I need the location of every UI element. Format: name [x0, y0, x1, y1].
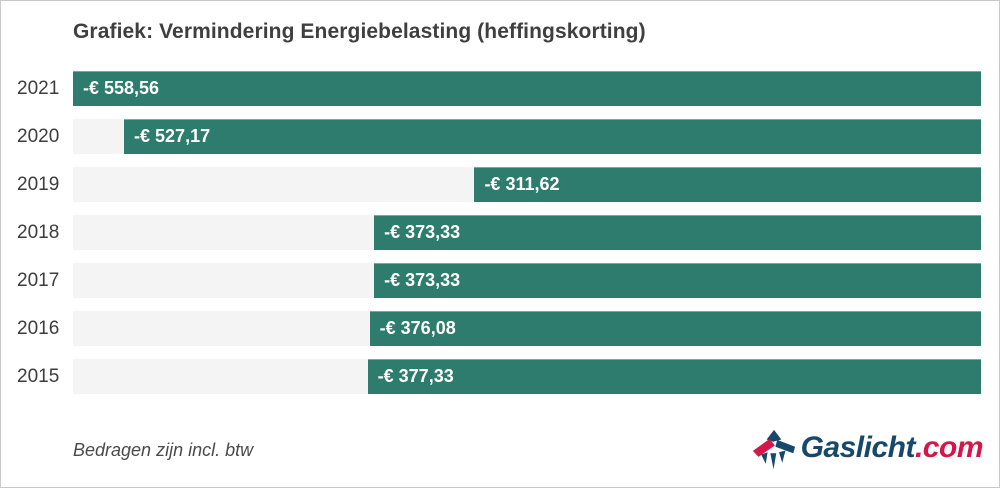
- year-label: 2019: [17, 173, 60, 195]
- bar-track: -€ 377,33: [73, 359, 981, 394]
- value-bar: -€ 373,33: [374, 215, 981, 250]
- logo-wordmark: Gaslicht.com: [800, 431, 984, 467]
- chart-footer: Bedragen zijn incl. btw Gaslicht.com: [1, 427, 999, 473]
- bar-track: -€ 373,33: [73, 263, 981, 298]
- page-title: Grafiek: Vermindering Energiebelasting (…: [73, 20, 646, 43]
- bar-chart: 2021 -€ 558,56 2020 -€ 527,17 2019 -€ 311,62 2…: [1, 71, 999, 394]
- windmill-logo-icon: [752, 429, 795, 470]
- bar-value-label: -€ 527,17: [134, 126, 211, 146]
- year-label: 2020: [17, 125, 60, 147]
- bar-value-label: -€ 558,56: [83, 78, 160, 98]
- year-label: 2015: [17, 365, 60, 387]
- chart-row: 2021 -€ 558,56: [1, 71, 999, 106]
- gaslicht-logo: Gaslicht.com: [752, 427, 984, 473]
- chart-row: 2019 -€ 311,62: [1, 167, 999, 202]
- chart-row: 2017 -€ 373,33: [1, 263, 999, 298]
- chart-row: 2020 -€ 527,17: [1, 119, 999, 154]
- value-bar: -€ 311,62: [474, 167, 981, 202]
- footnote: Bedragen zijn incl. btw: [73, 439, 254, 460]
- bar-value-label: -€ 311,62: [484, 174, 560, 194]
- bar-track: -€ 527,17: [73, 119, 981, 154]
- bar-value-label: -€ 373,33: [384, 222, 461, 242]
- logo-text-suffix: .com: [914, 431, 984, 464]
- value-bar: -€ 373,33: [374, 263, 981, 298]
- logo-text-main: Gaslicht: [800, 431, 916, 464]
- bar-value-label: -€ 373,33: [384, 270, 461, 290]
- value-bar: -€ 376,08: [369, 311, 981, 346]
- year-label: 2017: [17, 269, 60, 291]
- year-label: 2018: [17, 221, 60, 243]
- bar-track: -€ 376,08: [73, 311, 981, 346]
- year-label: 2016: [17, 317, 60, 339]
- value-bar: -€ 527,17: [124, 119, 981, 154]
- bar-track: -€ 558,56: [73, 71, 981, 106]
- bar-track: -€ 373,33: [73, 215, 981, 250]
- value-bar: -€ 558,56: [73, 71, 981, 106]
- bar-track: -€ 311,62: [73, 167, 981, 202]
- year-label: 2021: [17, 77, 60, 99]
- chart-row: 2015 -€ 377,33: [1, 359, 999, 394]
- chart-row: 2018 -€ 373,33: [1, 215, 999, 250]
- bar-value-label: -€ 376,08: [379, 318, 456, 338]
- chart-row: 2016 -€ 376,08: [1, 311, 999, 346]
- bar-value-label: -€ 377,33: [377, 366, 454, 386]
- value-bar: -€ 377,33: [367, 359, 981, 394]
